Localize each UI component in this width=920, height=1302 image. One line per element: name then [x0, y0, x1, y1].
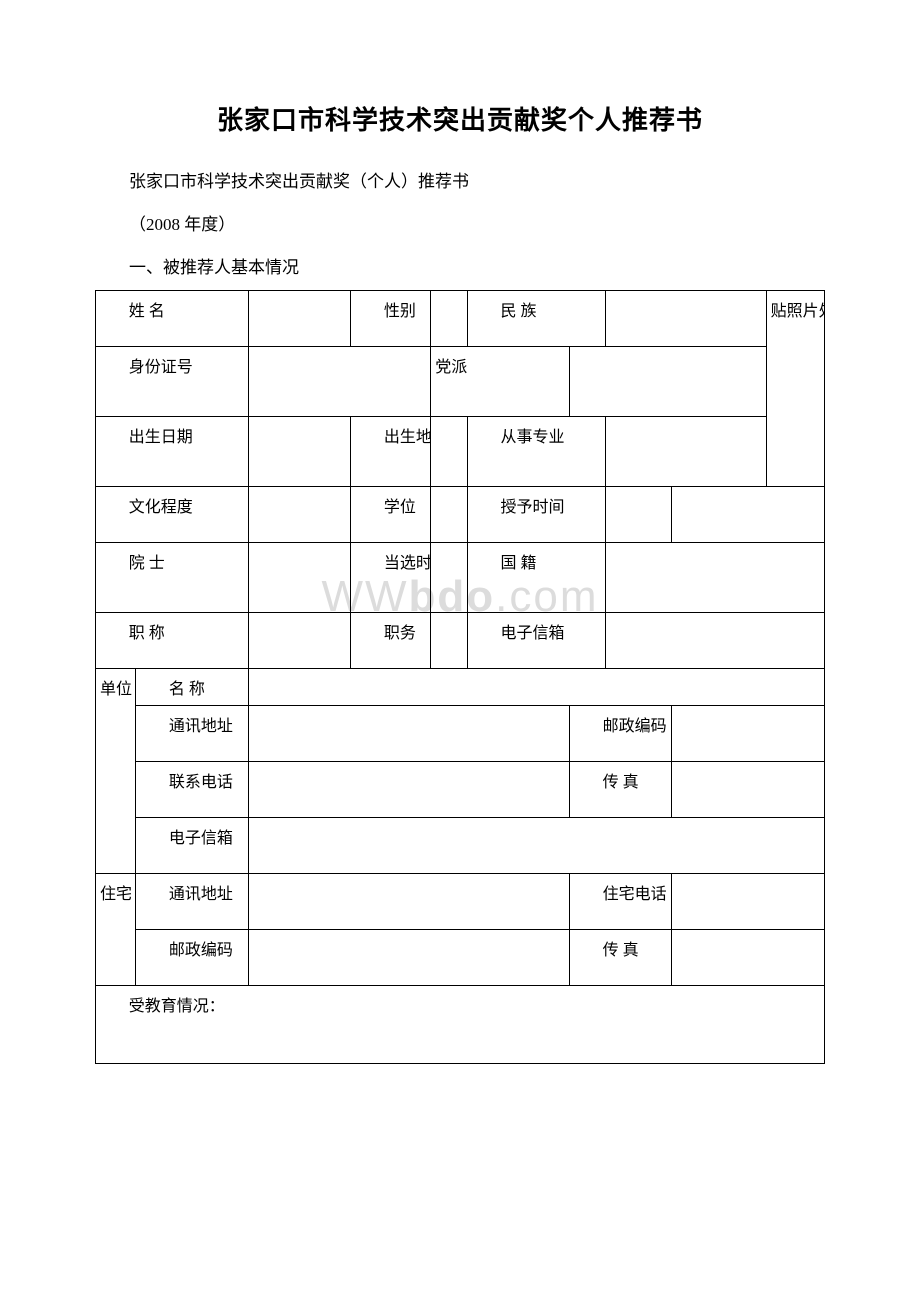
value-home-postal — [249, 930, 570, 986]
label-email: 电子信箱 — [467, 613, 605, 669]
label-granttime: 授予时间 — [467, 487, 605, 543]
label-position: 职务 — [351, 613, 431, 669]
value-granttime — [606, 487, 672, 543]
label-home-address: 通讯地址 — [136, 874, 249, 930]
value-academician — [249, 543, 351, 613]
value-home-address — [249, 874, 570, 930]
value-home-fax — [671, 930, 824, 986]
subtitle: 张家口市科学技术突出贡献奖（个人）推荐书 — [95, 167, 825, 192]
value-idno — [249, 347, 431, 417]
value-unit-fax — [671, 762, 824, 818]
label-idno: 身份证号 — [96, 347, 249, 417]
label-party: 党派 — [431, 347, 569, 417]
value-unit-email — [249, 818, 825, 874]
label-home-postal: 邮政编码 — [136, 930, 249, 986]
value-unit-address — [249, 706, 570, 762]
label-elected: 当选时间 — [351, 543, 431, 613]
label-degree: 学位 — [351, 487, 431, 543]
value-unit-postal — [671, 706, 824, 762]
label-unit-fax: 传 真 — [569, 762, 671, 818]
label-nationality: 国 籍 — [467, 543, 605, 613]
label-ethnicity: 民 族 — [467, 291, 605, 347]
label-unit-postal: 邮政编码 — [569, 706, 671, 762]
label-home-phone: 住宅电话 — [569, 874, 671, 930]
page-title: 张家口市科学技术突出贡献奖个人推荐书 — [95, 100, 825, 137]
value-party — [569, 347, 766, 417]
label-jobtitle: 职 称 — [96, 613, 249, 669]
label-home-fax: 传 真 — [569, 930, 671, 986]
value-nationality — [606, 543, 825, 613]
label-home: 住宅 — [96, 874, 136, 986]
value-elected — [431, 543, 467, 613]
label-gender: 性别 — [351, 291, 431, 347]
label-unit-address: 通讯地址 — [136, 706, 249, 762]
label-education: 文化程度 — [96, 487, 249, 543]
label-unit-email: 电子信箱 — [136, 818, 249, 874]
label-edu-history: 受教育情况： — [96, 986, 825, 1064]
label-name: 姓 名 — [96, 291, 249, 347]
value-specialty — [606, 417, 766, 487]
value-gender — [431, 291, 467, 347]
label-photo: 贴照片处 — [766, 291, 824, 487]
section-heading: 一、被推荐人基本情况 — [95, 253, 825, 278]
label-birthdate: 出生日期 — [96, 417, 249, 487]
value-education — [249, 487, 351, 543]
form-table: 姓 名 性别 民 族 贴照片处 身份证号 党派 出生日期 出生地 从事专业 文化… — [95, 290, 825, 1064]
label-unit-name: 名 称 — [136, 669, 249, 706]
label-unit-phone: 联系电话 — [136, 762, 249, 818]
label-academician: 院 士 — [96, 543, 249, 613]
value-unit-name — [249, 669, 825, 706]
label-specialty: 从事专业 — [467, 417, 605, 487]
value-email — [606, 613, 825, 669]
label-birthplace: 出生地 — [351, 417, 431, 487]
value-unit-phone — [249, 762, 570, 818]
year-line: （2008 年度） — [95, 210, 825, 235]
value-granttime-extra — [671, 487, 824, 543]
value-birthplace — [431, 417, 467, 487]
value-birthdate — [249, 417, 351, 487]
value-jobtitle — [249, 613, 351, 669]
value-position — [431, 613, 467, 669]
value-degree — [431, 487, 467, 543]
value-ethnicity — [606, 291, 766, 347]
label-unit: 单位 — [96, 669, 136, 874]
value-home-phone — [671, 874, 824, 930]
value-name — [249, 291, 351, 347]
